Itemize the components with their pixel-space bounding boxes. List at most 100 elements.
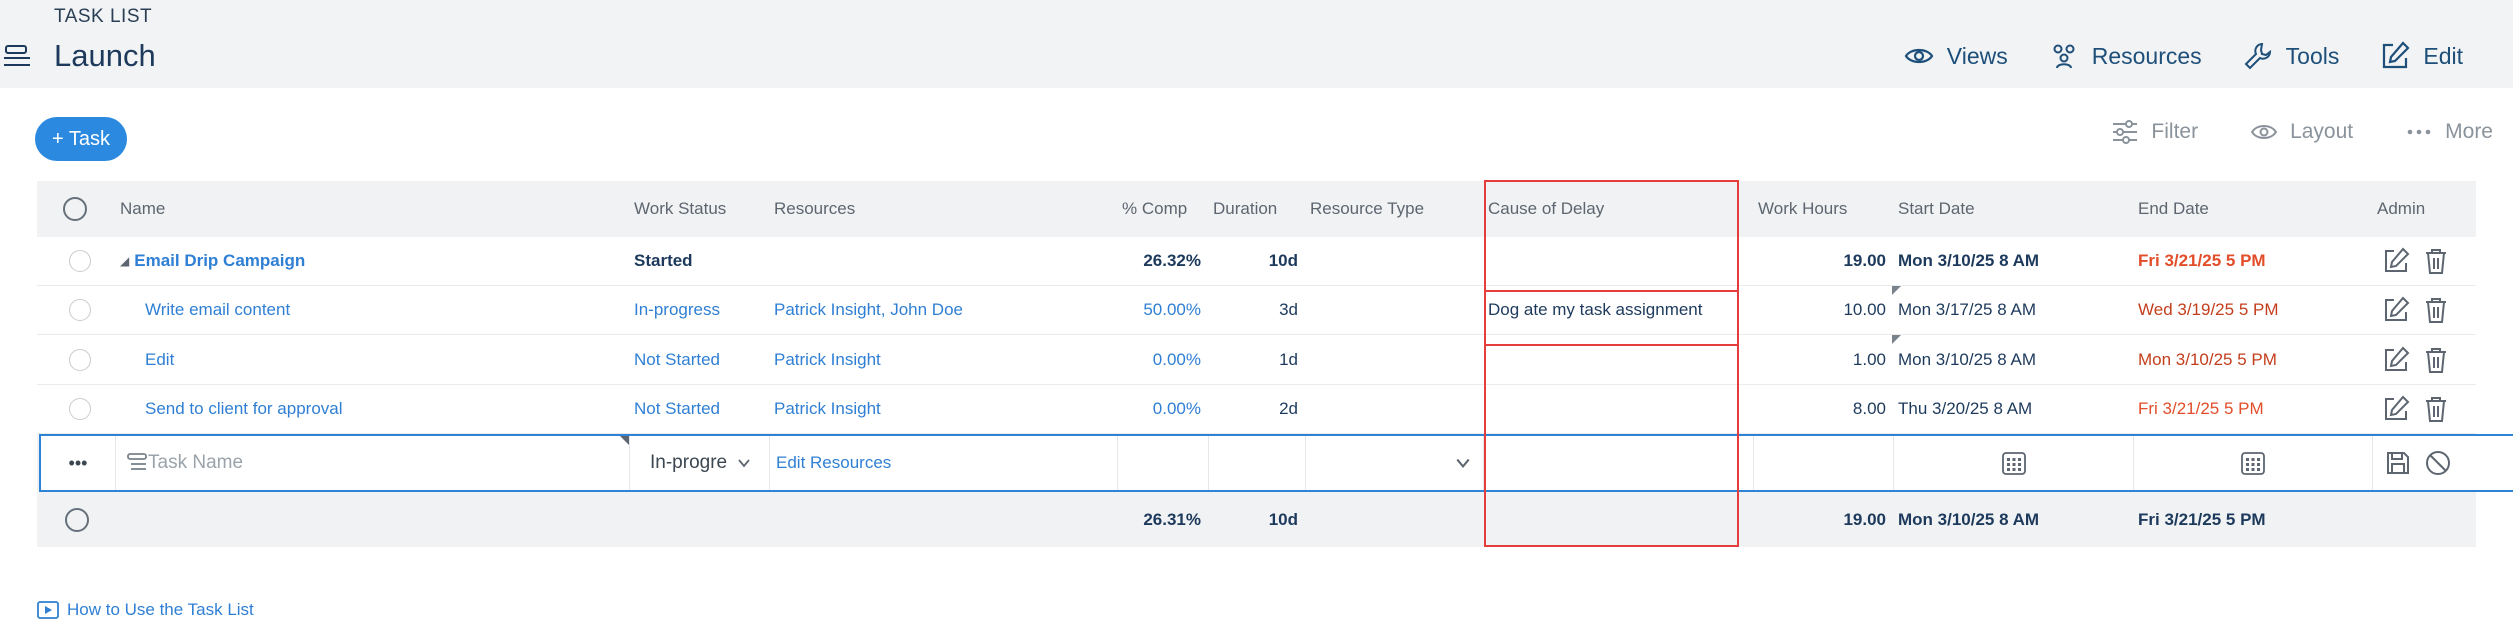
- trash-icon[interactable]: [2421, 295, 2451, 325]
- end-date[interactable]: Fri 3/21/25 5 PM: [2138, 399, 2264, 418]
- cause-of-delay[interactable]: Dog ate my task assignment: [1488, 300, 1703, 319]
- edit-icon[interactable]: [2381, 345, 2411, 375]
- table-row[interactable]: ◢ Email Drip Campaign Started 26.32% 10d …: [37, 237, 2476, 286]
- video-play-icon: [37, 601, 59, 619]
- work-hours[interactable]: 8.00: [1852, 399, 1886, 418]
- edit-resources-link[interactable]: Edit Resources: [770, 436, 1118, 490]
- row-checkbox[interactable]: [69, 348, 91, 371]
- resources-cell[interactable]: [768, 237, 1116, 285]
- cause-of-delay[interactable]: [1482, 385, 1752, 433]
- row-checkbox[interactable]: [69, 299, 91, 321]
- duration[interactable]: 3d: [1279, 300, 1298, 319]
- work-hours[interactable]: 19.00: [1843, 251, 1886, 270]
- row-more-button[interactable]: •••: [41, 436, 116, 490]
- col-header-cause-of-delay[interactable]: Cause of Delay: [1488, 199, 1605, 218]
- edit-button[interactable]: Edit: [2379, 40, 2463, 72]
- menu-icon[interactable]: [2, 44, 32, 72]
- end-date[interactable]: Mon 3/10/25 5 PM: [2138, 349, 2277, 369]
- more-button[interactable]: More: [2405, 118, 2493, 146]
- work-status[interactable]: Started: [634, 251, 693, 270]
- end-date-picker[interactable]: [2134, 436, 2373, 490]
- end-date[interactable]: Wed 3/19/25 5 PM: [2138, 300, 2279, 319]
- work-status[interactable]: In-progress: [634, 300, 720, 319]
- views-button[interactable]: Views: [1903, 40, 2008, 72]
- start-date[interactable]: Mon 3/10/25 8 AM: [1892, 335, 2132, 384]
- task-name[interactable]: Edit: [145, 349, 175, 369]
- cause-of-delay[interactable]: [1482, 237, 1752, 285]
- resource-type-select[interactable]: [1306, 436, 1484, 490]
- pct-comp[interactable]: 0.00%: [1152, 399, 1201, 418]
- duration-input[interactable]: [1209, 436, 1306, 490]
- resources-cell[interactable]: Patrick Insight: [774, 399, 881, 418]
- work-hours[interactable]: 10.00: [1843, 300, 1886, 319]
- cause-of-delay-input[interactable]: [1484, 436, 1754, 490]
- task-name[interactable]: Send to client for approval: [145, 399, 343, 418]
- grid-header-row: Name Work Status Resources % Comp Durati…: [37, 181, 2476, 237]
- save-icon[interactable]: [2383, 448, 2413, 478]
- work-status-select[interactable]: In-progre: [630, 436, 770, 490]
- resources-cell[interactable]: Patrick Insight: [774, 349, 881, 369]
- col-header-work-status[interactable]: Work Status: [634, 199, 727, 218]
- pct-comp[interactable]: 50.00%: [1143, 300, 1201, 319]
- layout-button[interactable]: Layout: [2250, 118, 2353, 146]
- col-header-resource-type[interactable]: Resource Type: [1310, 199, 1425, 218]
- duration[interactable]: 10d: [1268, 251, 1298, 270]
- work-hours[interactable]: 1.00: [1852, 349, 1886, 369]
- task-grid: Name Work Status Resources % Comp Durati…: [37, 181, 2513, 547]
- work-status[interactable]: Not Started: [634, 349, 720, 369]
- col-header-resources[interactable]: Resources: [774, 199, 856, 218]
- pct-comp[interactable]: 0.00%: [1152, 349, 1201, 369]
- resource-type[interactable]: [1304, 385, 1482, 433]
- layout-label: Layout: [2290, 120, 2354, 143]
- calendar-icon[interactable]: [2001, 450, 2027, 476]
- help-link[interactable]: How to Use the Task List: [37, 600, 254, 620]
- pct-comp-input[interactable]: [1118, 436, 1209, 490]
- resource-type[interactable]: [1304, 335, 1482, 384]
- task-name[interactable]: Email Drip Campaign: [134, 251, 306, 270]
- trash-icon[interactable]: [2421, 246, 2451, 276]
- cancel-icon[interactable]: [2423, 448, 2453, 478]
- views-label: Views: [1946, 42, 2008, 69]
- filter-button[interactable]: Filter: [2111, 118, 2198, 146]
- work-hours-input[interactable]: [1754, 436, 1894, 490]
- col-header-pct-comp[interactable]: % Comp: [1122, 199, 1188, 218]
- start-date[interactable]: Mon 3/10/25 8 AM: [1898, 251, 2040, 270]
- add-task-button[interactable]: + Task: [35, 117, 127, 161]
- col-header-name[interactable]: Name: [120, 199, 166, 218]
- totals-checkbox[interactable]: [65, 507, 89, 532]
- edit-icon[interactable]: [2381, 246, 2411, 276]
- task-type-icon[interactable]: [126, 452, 148, 474]
- col-header-duration[interactable]: Duration: [1213, 199, 1278, 218]
- pct-comp[interactable]: 26.32%: [1143, 251, 1201, 270]
- table-row[interactable]: Edit Not Started Patrick Insight 0.00% 1…: [37, 335, 2476, 385]
- calendar-icon[interactable]: [2240, 450, 2266, 476]
- work-status[interactable]: Not Started: [634, 399, 720, 418]
- resource-type[interactable]: [1304, 286, 1482, 334]
- cause-of-delay[interactable]: [1482, 335, 1752, 384]
- edit-icon[interactable]: [2381, 394, 2411, 424]
- trash-icon[interactable]: [2421, 394, 2451, 424]
- duration[interactable]: 1d: [1279, 349, 1298, 369]
- start-date-picker[interactable]: [1894, 436, 2134, 490]
- col-header-work-hours[interactable]: Work Hours: [1758, 199, 1848, 218]
- row-checkbox[interactable]: [69, 398, 91, 420]
- task-name-input[interactable]: Task Name: [116, 436, 630, 490]
- col-header-start-date[interactable]: Start Date: [1898, 199, 1975, 218]
- edit-icon[interactable]: [2381, 295, 2411, 325]
- col-header-end-date[interactable]: End Date: [2138, 199, 2209, 218]
- trash-icon[interactable]: [2421, 345, 2451, 375]
- tools-button[interactable]: Tools: [2242, 40, 2339, 72]
- duration[interactable]: 2d: [1279, 399, 1298, 418]
- collapse-triangle-icon[interactable]: ◢: [120, 254, 130, 268]
- resource-type[interactable]: [1304, 237, 1482, 285]
- resources-cell[interactable]: Patrick Insight, John Doe: [774, 300, 963, 319]
- table-row[interactable]: Send to client for approval Not Started …: [37, 385, 2476, 434]
- row-checkbox[interactable]: [69, 250, 91, 272]
- start-date[interactable]: Mon 3/17/25 8 AM: [1892, 286, 2132, 334]
- table-row[interactable]: Write email content In-progress Patrick …: [37, 286, 2476, 335]
- task-name[interactable]: Write email content: [145, 300, 291, 319]
- select-all-checkbox[interactable]: [63, 197, 87, 221]
- resources-button[interactable]: Resources: [2048, 40, 2202, 72]
- end-date[interactable]: Fri 3/21/25 5 PM: [2138, 251, 2266, 270]
- start-date[interactable]: Thu 3/20/25 8 AM: [1898, 399, 2033, 418]
